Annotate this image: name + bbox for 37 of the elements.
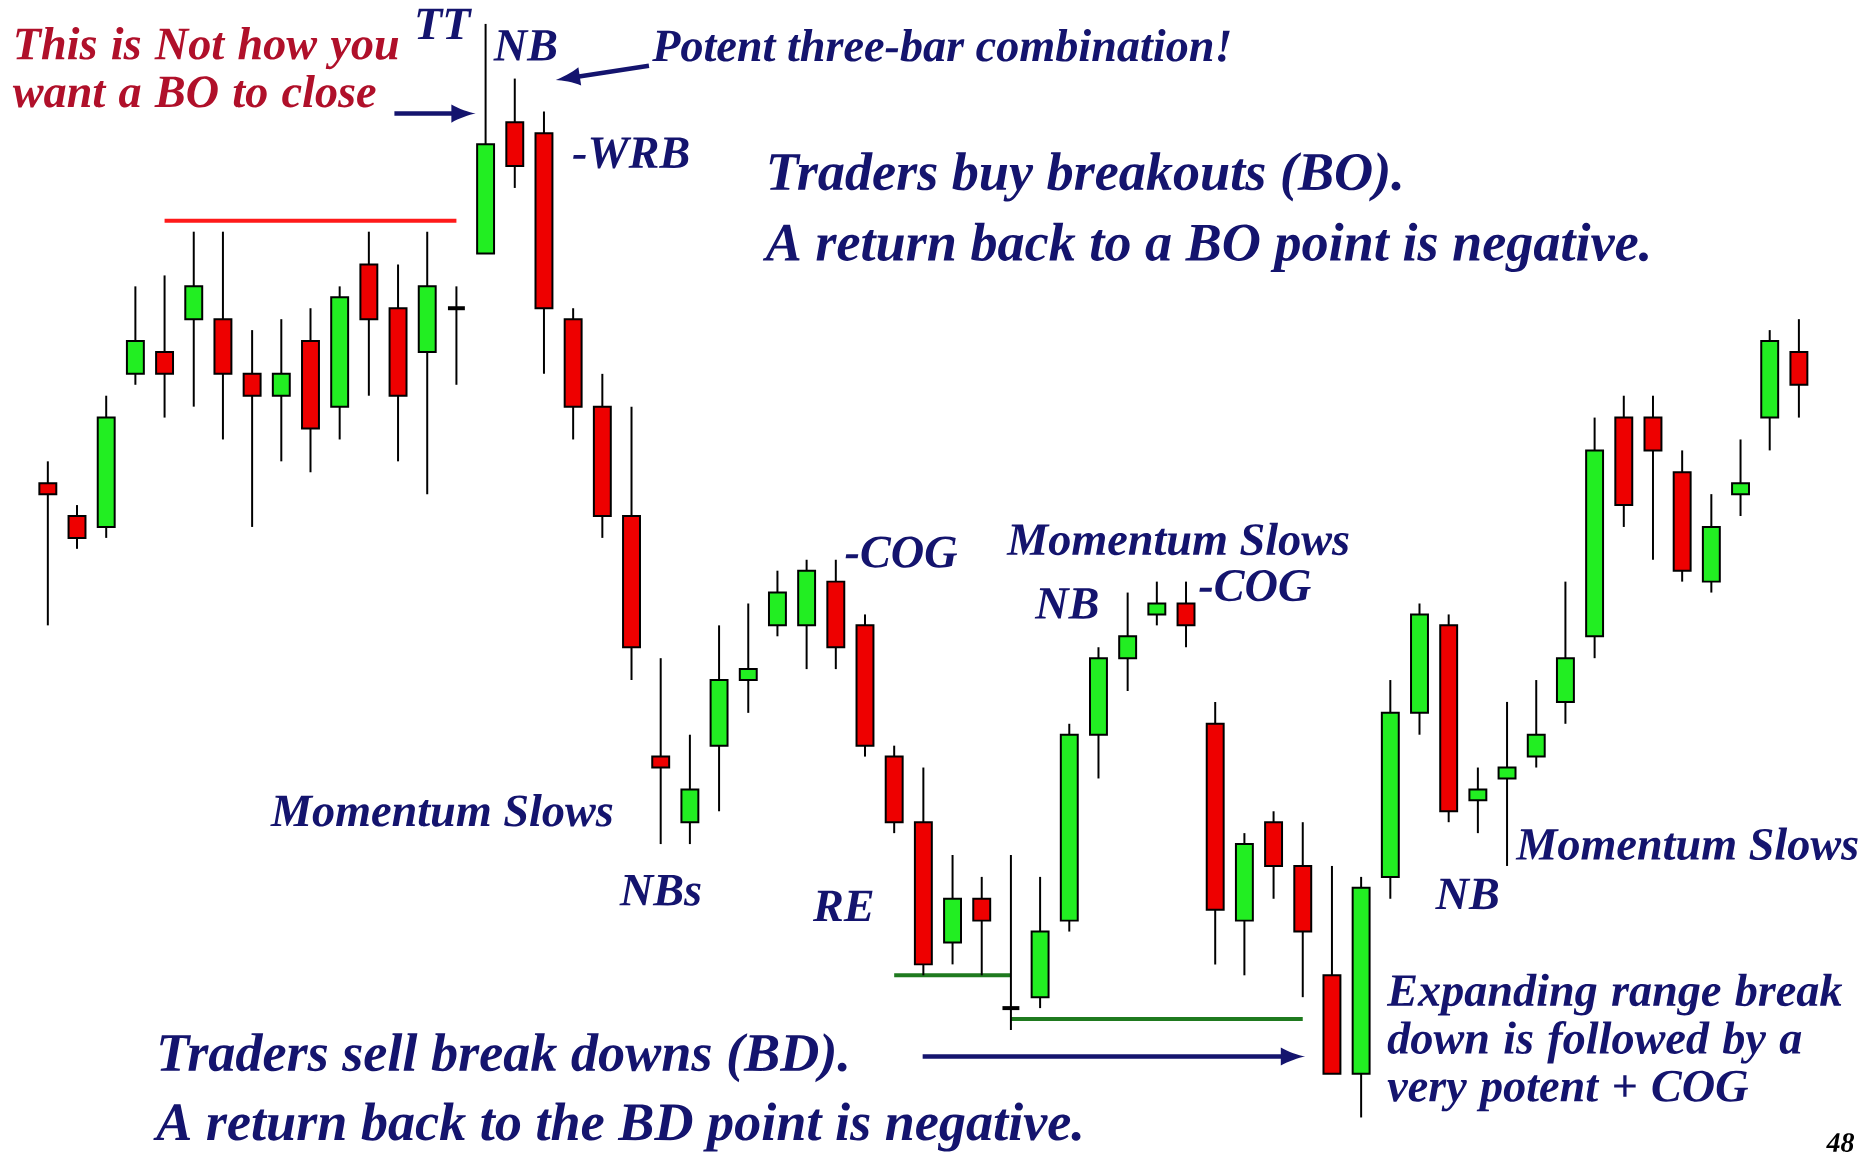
candlestick [242, 329, 262, 528]
annotation: -COG [845, 536, 958, 568]
candlestick [972, 875, 992, 977]
annotation: TT [417, 8, 472, 40]
annotation: Momentum Slows [1515, 827, 1858, 861]
text: 48 [1826, 1133, 1855, 1152]
annotation: A return back to the BD point is negative. [153, 1102, 1081, 1152]
candlestick [67, 504, 87, 550]
annotation: NB [493, 30, 557, 61]
annotation: Momentum Slows [1006, 522, 1349, 556]
candlestick [271, 318, 291, 463]
candlestick [1147, 580, 1167, 627]
candlestick [1176, 580, 1196, 649]
annotation: Momentum Slows [270, 794, 613, 827]
annotation: This is Not how you want a BO to close [12, 27, 399, 108]
candlestick [155, 274, 175, 419]
candlestick [447, 285, 465, 386]
candlestick [1118, 591, 1138, 693]
annotation: Expanding range break down is followed by a very potent + COG [1386, 973, 1843, 1112]
candlestick [1002, 854, 1020, 1032]
candlestick [1468, 766, 1488, 835]
annotation: NB [1034, 588, 1098, 619]
candlestick [651, 657, 671, 846]
candlestick [38, 460, 58, 627]
annotation: Traders buy breakouts (BO). [769, 152, 1401, 202]
candlestick [1497, 700, 1517, 867]
annotation: -COG [1199, 570, 1311, 602]
annotation: Traders sell break downs (BD). [160, 1033, 847, 1083]
annotation: RE [812, 890, 873, 922]
annotation: Potent three-bar combination! [652, 29, 1230, 62]
annotation: NBs [619, 875, 701, 906]
annotation: -WRB [573, 137, 689, 169]
annotation: NB [1435, 878, 1499, 910]
candlestick [1526, 679, 1546, 769]
candlestick [738, 602, 758, 714]
candlestick [1731, 438, 1750, 518]
annotation: A return back to a BO point is negative. [762, 222, 1648, 273]
